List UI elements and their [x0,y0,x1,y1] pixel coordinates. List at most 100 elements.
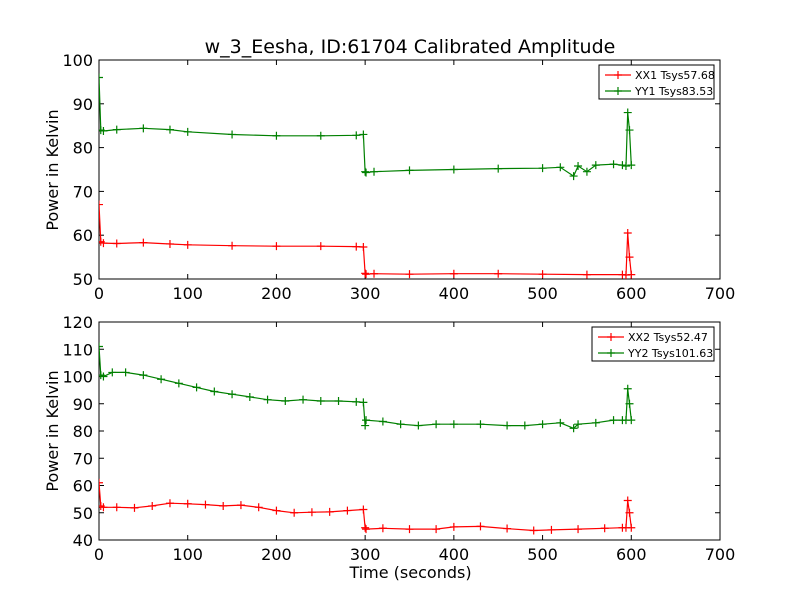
data-point [99,342,103,351]
data-point [139,238,148,247]
data-point [359,243,368,252]
data-point [352,131,361,140]
data-point [108,368,117,377]
data-point [569,424,578,433]
data-point [272,242,281,251]
data-point [609,416,618,425]
data-point [449,522,458,531]
top-panel: 0 100 200 300 400 500 600 700 50 60 70 80 90 100 Power… [43,51,735,303]
data-point [362,525,371,534]
data-point [112,125,121,134]
legend-label: XX1 Tsys57.68 [635,69,715,82]
data-point [538,164,547,173]
data-point [538,270,547,279]
data-point [476,522,485,531]
data-point [627,416,636,425]
data-point [183,127,192,136]
data-point [547,525,556,534]
y-tick-label: 40 [73,531,93,550]
legend-marker [614,87,622,95]
legend-box [591,326,715,362]
data-point [359,398,368,407]
y-tick-label: 110 [62,340,93,359]
y-tick-label: 100 [62,51,93,70]
data-point [359,130,368,139]
y-axis-label: Power in Kelvin [43,370,62,491]
legend-marker [614,71,622,79]
data-point [99,503,108,512]
data-point [99,372,108,381]
y-tick-label: 80 [73,139,93,158]
x-tick-label: 100 [172,545,203,564]
data-point [334,397,343,406]
data-point [272,131,281,140]
x-tick-label: 0 [94,545,104,564]
x-tick-label: 100 [172,284,203,303]
y-tick-label: 60 [73,477,93,496]
data-point [272,506,281,515]
x-tick-label: 200 [261,284,292,303]
data-point [362,168,371,177]
data-point [192,383,201,392]
data-point [174,379,183,388]
data-point [183,240,192,249]
data-point [623,384,632,393]
data-point [494,164,503,173]
data-point [609,160,618,169]
y-tick-label: 70 [73,449,93,468]
data-point [449,165,458,174]
data-point [623,496,632,505]
x-tick-label: 400 [439,284,470,303]
chart-title: w_3_Eesha, ID:61704 Calibrated Amplitude [205,36,616,58]
data-point [139,124,148,133]
legend-marker [607,349,615,357]
data-point [625,508,634,517]
data-point [405,525,414,534]
data-point [432,420,441,429]
data-point [165,125,174,134]
y-tick-label: 120 [62,313,93,332]
data-point [625,253,634,262]
data-point [621,161,630,170]
data-point [582,167,591,176]
data-point [414,421,423,430]
y-tick-label: 70 [73,182,93,201]
data-point [625,126,634,135]
data-point [361,167,370,176]
x-tick-label: 500 [527,284,558,303]
data-point [281,397,290,406]
y-tick-label: 60 [73,226,93,245]
data-point [228,241,237,250]
data-point [352,242,361,251]
series-xx2 [99,478,636,535]
y-tick-label: 50 [73,504,93,523]
data-point [449,420,458,429]
data-point [623,108,632,117]
data-point [99,200,103,209]
data-point [130,503,139,512]
x-tick-label: 600 [616,284,647,303]
data-point [503,421,512,430]
data-point [290,508,299,517]
series-yy2 [99,342,636,433]
data-point [165,239,174,248]
data-point [361,269,370,278]
data-point [99,126,108,135]
legend-label: YY1 Tsys83.53 [634,85,713,98]
x-tick-label: 200 [261,545,292,564]
data-point [299,395,308,404]
x-tick-label: 600 [616,545,647,564]
x-tick-label: 300 [350,545,381,564]
data-point [396,420,405,429]
y-tick-label: 100 [62,368,93,387]
data-point [476,420,485,429]
data-point [556,163,565,172]
data-point [219,501,228,510]
x-tick-label: 700 [705,284,736,303]
data-point [157,375,166,384]
data-point [627,161,636,170]
data-point [405,270,414,279]
data-point [236,501,245,510]
x-tick-label: 500 [527,545,558,564]
